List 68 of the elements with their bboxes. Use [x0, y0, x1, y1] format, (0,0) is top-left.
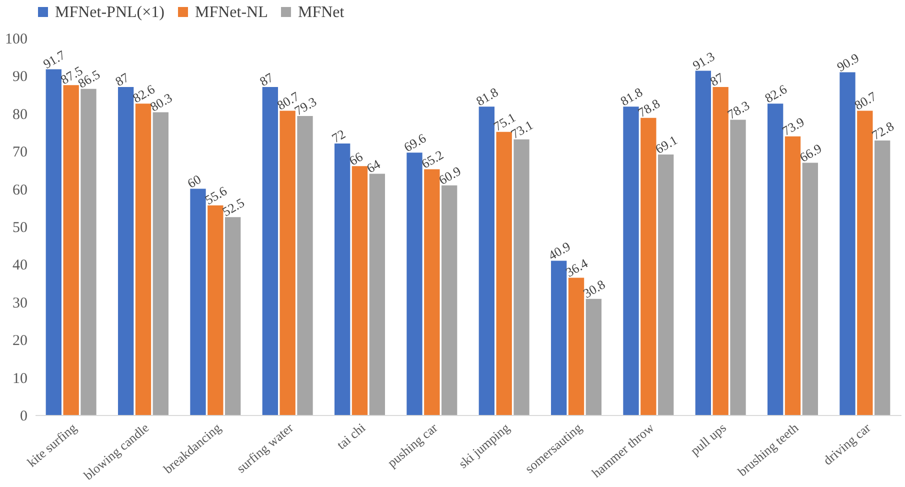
bar	[80, 88, 96, 415]
bar	[874, 140, 890, 415]
data-label: 73.9	[780, 114, 807, 139]
data-label: 81.8	[473, 84, 501, 109]
data-label: 82.6	[762, 81, 790, 106]
y-tick-label: 100	[5, 32, 28, 48]
bar	[63, 85, 79, 415]
y-tick-label: 10	[12, 370, 28, 387]
bar	[352, 166, 368, 415]
x-tick-label: tai chi	[334, 420, 368, 452]
bar	[152, 112, 169, 415]
bar	[568, 278, 584, 415]
bar	[478, 106, 495, 415]
bar	[135, 104, 152, 415]
bar	[46, 69, 62, 415]
legend-label: MFNet	[298, 4, 345, 21]
y-tick-label: 60	[12, 182, 28, 198]
bar	[640, 118, 656, 415]
bar	[784, 136, 801, 415]
bar	[424, 169, 440, 415]
bar	[496, 132, 512, 415]
bar	[802, 162, 818, 415]
bar	[840, 72, 856, 415]
data-label: 66.9	[796, 140, 824, 165]
bar	[441, 185, 458, 415]
data-label: 72	[329, 126, 348, 146]
bar	[712, 87, 728, 415]
data-label: 91.7	[40, 46, 68, 72]
data-label: 90.9	[834, 50, 862, 74]
y-tick-label: 40	[12, 258, 28, 274]
bar	[730, 120, 746, 415]
bar	[118, 87, 134, 415]
bar	[280, 110, 296, 415]
data-label: 60	[184, 171, 204, 191]
y-tick-label: 30	[12, 295, 28, 312]
bar	[297, 116, 313, 415]
bar	[224, 217, 241, 415]
data-label: 87	[256, 69, 276, 90]
bar	[767, 104, 784, 415]
bar	[695, 70, 712, 415]
legend-label: MFNet-NL	[195, 4, 268, 21]
x-tick-label: pull ups	[687, 420, 729, 458]
data-label: 78.3	[724, 98, 752, 122]
bar	[334, 144, 350, 415]
bar	[586, 298, 602, 415]
y-tick-label: 50	[12, 220, 28, 236]
bar	[406, 152, 422, 415]
bar	[857, 110, 873, 415]
y-tick-label: 20	[12, 333, 28, 350]
y-tick-label: 80	[12, 106, 28, 123]
bar	[550, 260, 567, 415]
bar	[514, 139, 530, 415]
bar	[262, 87, 278, 415]
bar	[623, 106, 639, 415]
bar	[190, 188, 206, 415]
data-label: 80.7	[852, 88, 880, 113]
data-label: 64	[364, 156, 384, 176]
data-label: 72.8	[869, 118, 896, 143]
y-tick-label: 70	[12, 144, 28, 161]
bar	[369, 174, 386, 415]
y-tick-label: 90	[12, 69, 28, 86]
data-label: 66	[346, 148, 366, 168]
bar	[658, 154, 674, 415]
data-label: 87	[112, 69, 132, 90]
bar	[208, 205, 224, 415]
data-label: 69.1	[652, 132, 680, 157]
legend-label: MFNet-PNL(×1)	[55, 4, 164, 21]
y-tick-label: 0	[20, 408, 28, 424]
